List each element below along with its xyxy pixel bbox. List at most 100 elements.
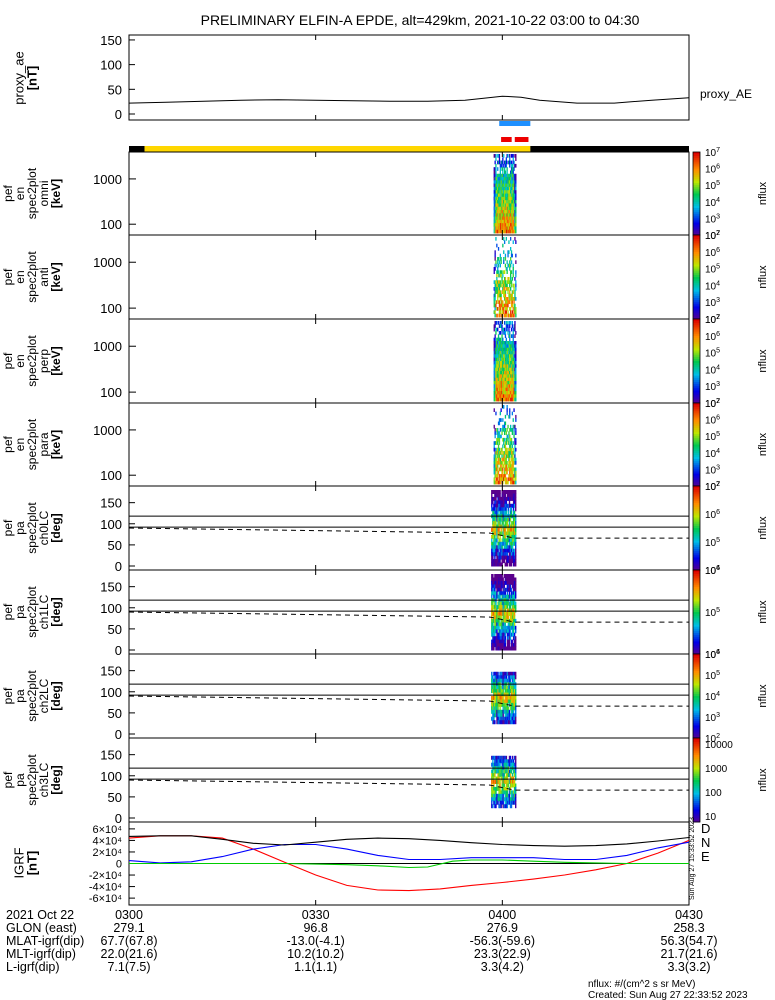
energy-panel-3-pixel — [495, 457, 497, 462]
pitch-panel-2-pixel — [502, 709, 504, 714]
energy-panel-1-pixel — [497, 257, 499, 261]
pitch-panel-3-pixel — [504, 804, 506, 809]
pitch-panel-0-pixel — [501, 559, 503, 564]
pitch-panel-0-pixel — [504, 562, 506, 567]
energy-panel-2-pixel — [504, 384, 507, 388]
pitch-panel-3-pixel — [497, 773, 499, 778]
energy-panel-3-pixel — [515, 441, 517, 445]
energy-panel-3-pixel — [504, 414, 507, 419]
energy-panel-1-pixel — [504, 313, 506, 318]
pitch-panel-3-pixel — [501, 783, 503, 788]
energy-panel-3-pixel — [511, 451, 513, 455]
pitch-panel-3-pixel — [507, 769, 510, 774]
pitch-panel-2-pixel — [501, 702, 503, 707]
energy-panel-1-pixel — [507, 277, 509, 281]
energy-panel-0-pixel — [513, 160, 515, 165]
colorbar-pitch-3-segment — [693, 817, 700, 821]
pitch-panel-3-pixel — [512, 800, 515, 805]
pitch-panel-1-pixel — [515, 605, 517, 610]
energy-panel-0-pixel — [512, 210, 514, 214]
pitch-panel-1-pixel — [493, 643, 495, 648]
colorbar-pitch-0-segment — [693, 567, 700, 571]
colorbar-energy-1-segment — [693, 289, 700, 293]
pitch-panel-0-pixel — [505, 517, 508, 522]
pitch-panel-0-pixel — [506, 493, 509, 498]
energy-panel-0-pixel — [501, 163, 503, 168]
pitch-panel-3-pixel — [492, 786, 494, 791]
energy-panel-2-pixel — [496, 377, 498, 382]
pitch-panel-2-pixel — [499, 716, 501, 721]
pitch-panel-0-pixel — [510, 507, 513, 512]
colorbar-energy-1-segment — [693, 258, 700, 261]
energy-panel-1-pixel — [510, 313, 513, 318]
energy-panel-2-pixel — [504, 357, 507, 362]
colorbar-energy-2-segment — [693, 342, 700, 345]
energy-panel-2-pixel — [510, 347, 512, 352]
pitch-panel-0-pixel — [495, 521, 497, 526]
energy-panel-1-pixel — [498, 283, 501, 288]
energy-panel-0-pixel — [507, 177, 509, 181]
colorbar-energy-0-tick: 103 — [705, 213, 720, 225]
energy-panel-2-pixel — [502, 381, 504, 385]
energy-panel-3-pixel — [506, 461, 508, 465]
energy-panel-3-pixel — [512, 451, 514, 455]
energy-panel-0-pixel — [502, 190, 504, 194]
pitch-panel-0-pixel — [513, 510, 516, 515]
energy-panel-2-pixel — [495, 371, 497, 375]
pitch-panel-1-pixel — [498, 636, 500, 641]
colorbar-pitch-1-segment — [693, 639, 700, 642]
energy-panel-2-pixel — [495, 377, 497, 382]
colorbar-energy-0-segment — [693, 214, 700, 217]
pitch-panel-3-pixel — [501, 759, 503, 764]
pitch-panel-1-pixel — [502, 629, 504, 634]
energy-panel-0-pixel — [510, 210, 513, 214]
pitch-panel-1-pixel — [511, 601, 514, 606]
pitch-panel-0-ytick-label: 100 — [100, 517, 122, 532]
energy-panel-3-pixel — [498, 447, 501, 452]
colorbar-pitch-0-segment — [693, 515, 700, 518]
energy-panel-2-pixel — [497, 341, 500, 345]
pitch-panel-3-pixel — [497, 755, 499, 760]
energy-panel-2-pixel — [509, 347, 511, 352]
energy-panel-2-pixel — [504, 374, 507, 378]
energy-panel-0-pixel — [510, 183, 513, 188]
pitch-panel-2-pixel — [501, 709, 503, 714]
pitch-panel-0-pixel — [512, 507, 515, 512]
energy-panel-1-pixel — [496, 290, 498, 294]
pitch-panel-1-pixel — [507, 580, 510, 585]
energy-panel-1-pixel — [497, 290, 500, 294]
colorbar-energy-1-segment — [693, 249, 700, 253]
energy-panel-3-pixel — [510, 470, 513, 475]
pitch-panel-0-pixel — [499, 548, 501, 553]
energy-panel-3-pixel — [515, 480, 517, 485]
pitch-panel-1-pixel — [508, 612, 511, 616]
pitch-panel-2-pixel — [499, 702, 501, 707]
energy-panel-1-pixel — [499, 270, 501, 274]
colorbar-pitch-3-segment — [693, 807, 700, 810]
energy-panel-1-pixel — [494, 303, 496, 308]
pitch-panel-2-pixel — [495, 675, 497, 680]
colorbar-pitch-1-segment — [693, 570, 700, 573]
ephemeris-value: 7.1(7.5) — [107, 960, 150, 974]
pitch-panel-1-pixel — [499, 580, 501, 585]
pitch-panel-1-pixel — [497, 605, 499, 610]
pitch-panel-0-pixel — [497, 524, 499, 529]
pitch-panel-0-pixel — [492, 545, 494, 550]
pitch-panel-3-pixel — [505, 804, 508, 809]
pitch-panel-1-pixel — [513, 615, 516, 620]
energy-panel-3-pixel — [494, 461, 496, 465]
energy-panel-3-pixel — [503, 441, 505, 445]
pitch-panel-3-pixel — [501, 769, 503, 774]
energy-panel-0-pixel — [502, 157, 504, 161]
energy-panel-0-pixel — [508, 206, 510, 211]
energy-panel-2-pixel — [507, 341, 509, 345]
energy-panel-2-pixel — [501, 351, 503, 355]
energy-panel-2-pixel — [501, 387, 503, 392]
energy-panel-2-pixel — [507, 361, 509, 365]
energy-panel-2-pixel — [506, 354, 508, 358]
pitch-panel-0-pixel — [507, 517, 510, 522]
energy-panel-0-pixel — [495, 210, 497, 214]
energy-panel-2-pixel — [513, 351, 515, 355]
colorbar-energy-3-segment — [693, 475, 700, 479]
pitch-panel-2-pixel — [499, 675, 501, 680]
